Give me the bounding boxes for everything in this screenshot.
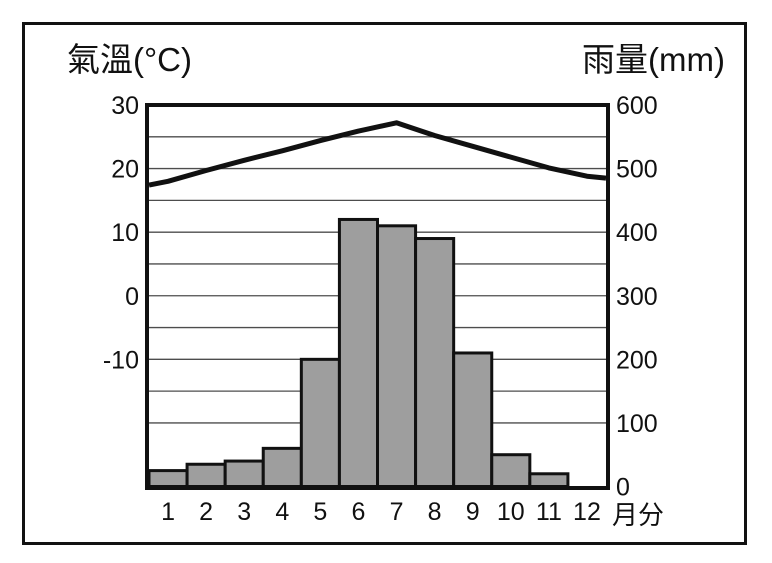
month-label: 3 bbox=[237, 498, 251, 526]
temp-axis-tick: 20 bbox=[111, 156, 139, 184]
rain-axis-tick: 0 bbox=[616, 474, 630, 502]
rainfall-bar-month-4 bbox=[261, 446, 303, 489]
temp-axis-tick: 10 bbox=[111, 219, 139, 247]
rainfall-bar-month-11 bbox=[528, 472, 570, 488]
rain-axis-tick: 600 bbox=[616, 92, 658, 120]
rain-axis-tick: 400 bbox=[616, 219, 658, 247]
rain-axis-tick: 200 bbox=[616, 346, 658, 374]
rainfall-bar-month-10 bbox=[490, 453, 532, 489]
month-label: 6 bbox=[352, 498, 366, 526]
rainfall-bar-month-2 bbox=[185, 462, 227, 488]
month-label: 8 bbox=[428, 498, 442, 526]
temp-axis-tick: 0 bbox=[125, 283, 139, 311]
month-label: 11 bbox=[536, 498, 562, 526]
month-label: 9 bbox=[466, 498, 480, 526]
month-label: 7 bbox=[390, 498, 404, 526]
rainfall-bar-month-7 bbox=[376, 224, 418, 489]
temperature-line bbox=[148, 120, 607, 188]
rainfall-bar-month-5 bbox=[299, 357, 341, 489]
temp-axis-tick: 30 bbox=[111, 92, 139, 120]
month-label: 12 bbox=[573, 498, 601, 526]
rainfall-axis-title: 雨量(mm) bbox=[582, 41, 725, 78]
temp-axis-tick: -10 bbox=[103, 346, 139, 374]
month-label: 10 bbox=[497, 498, 525, 526]
rainfall-bar-month-9 bbox=[452, 351, 494, 488]
rainfall-bar-month-8 bbox=[414, 237, 456, 488]
temperature-axis-title: 氣溫(°C) bbox=[67, 41, 193, 78]
month-label: 2 bbox=[199, 498, 213, 526]
month-label: 4 bbox=[275, 498, 289, 526]
rain-axis-tick: 500 bbox=[616, 156, 658, 184]
plot-border bbox=[145, 103, 610, 490]
rainfall-bar-month-1 bbox=[147, 469, 189, 488]
rainfall-bar-month-3 bbox=[223, 459, 265, 489]
x-axis-unit-label: 月分 bbox=[612, 500, 664, 530]
rain-axis-tick: 300 bbox=[616, 283, 658, 311]
month-label: 1 bbox=[161, 498, 175, 526]
rainfall-bar-month-6 bbox=[337, 217, 379, 488]
month-label: 5 bbox=[313, 498, 327, 526]
rain-axis-tick: 100 bbox=[616, 410, 658, 438]
